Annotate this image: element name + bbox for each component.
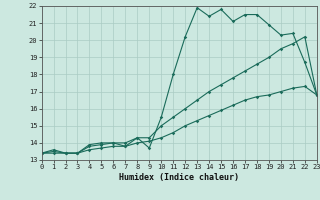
X-axis label: Humidex (Indice chaleur): Humidex (Indice chaleur) bbox=[119, 173, 239, 182]
